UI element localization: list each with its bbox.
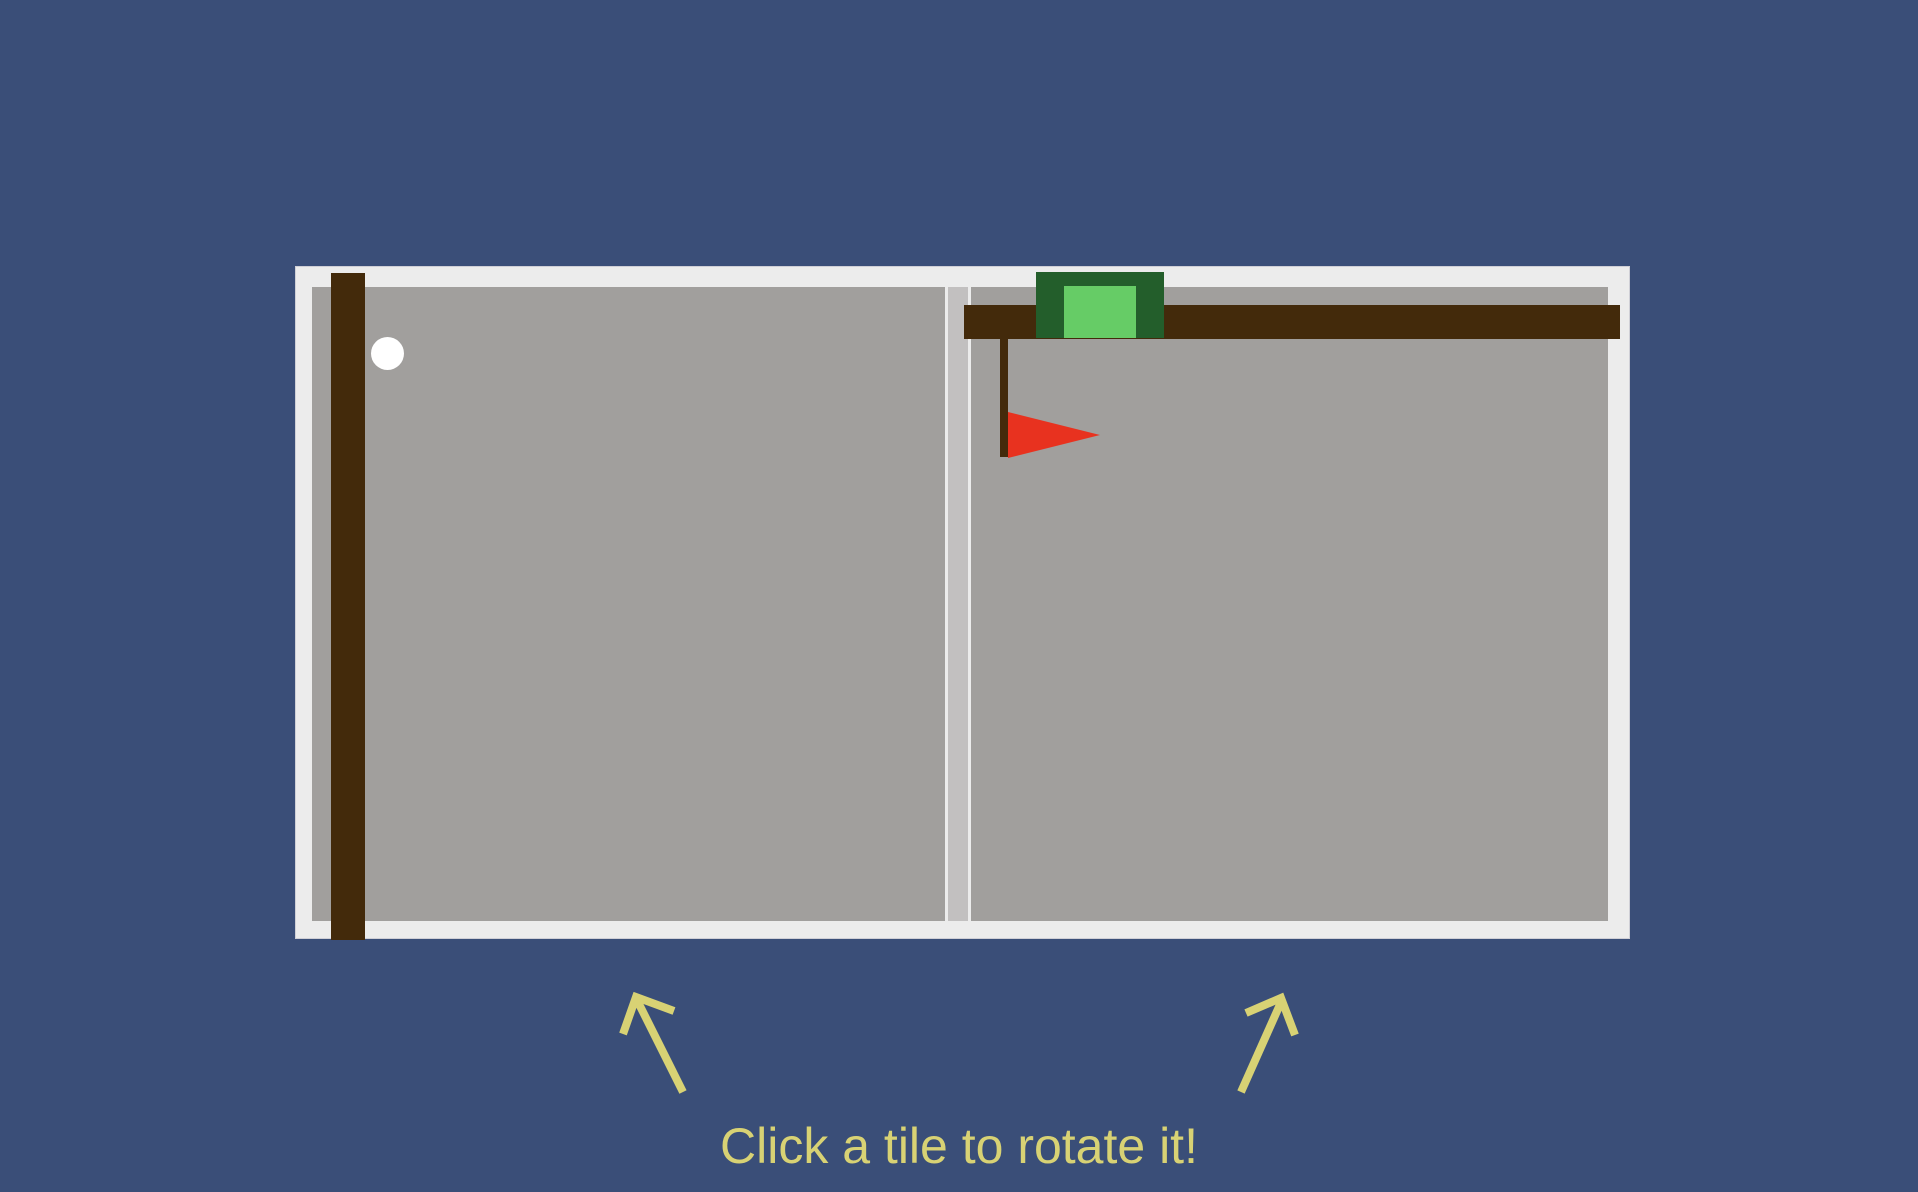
goal-hole-inner <box>1064 286 1136 338</box>
flag-pole <box>1000 338 1008 457</box>
tile-divider <box>948 287 968 921</box>
tile-board <box>295 266 1630 939</box>
arrow-up-right-icon <box>1237 992 1299 1094</box>
wall-left-vertical <box>331 273 365 940</box>
goal-hole <box>1036 272 1164 338</box>
tile-left[interactable] <box>312 287 945 921</box>
hint-text: Click a tile to rotate it! <box>720 1118 1198 1174</box>
tile-right[interactable] <box>971 287 1608 921</box>
flag-icon <box>1008 412 1100 458</box>
ball-icon <box>371 337 404 370</box>
arrow-up-left-icon <box>619 991 687 1094</box>
